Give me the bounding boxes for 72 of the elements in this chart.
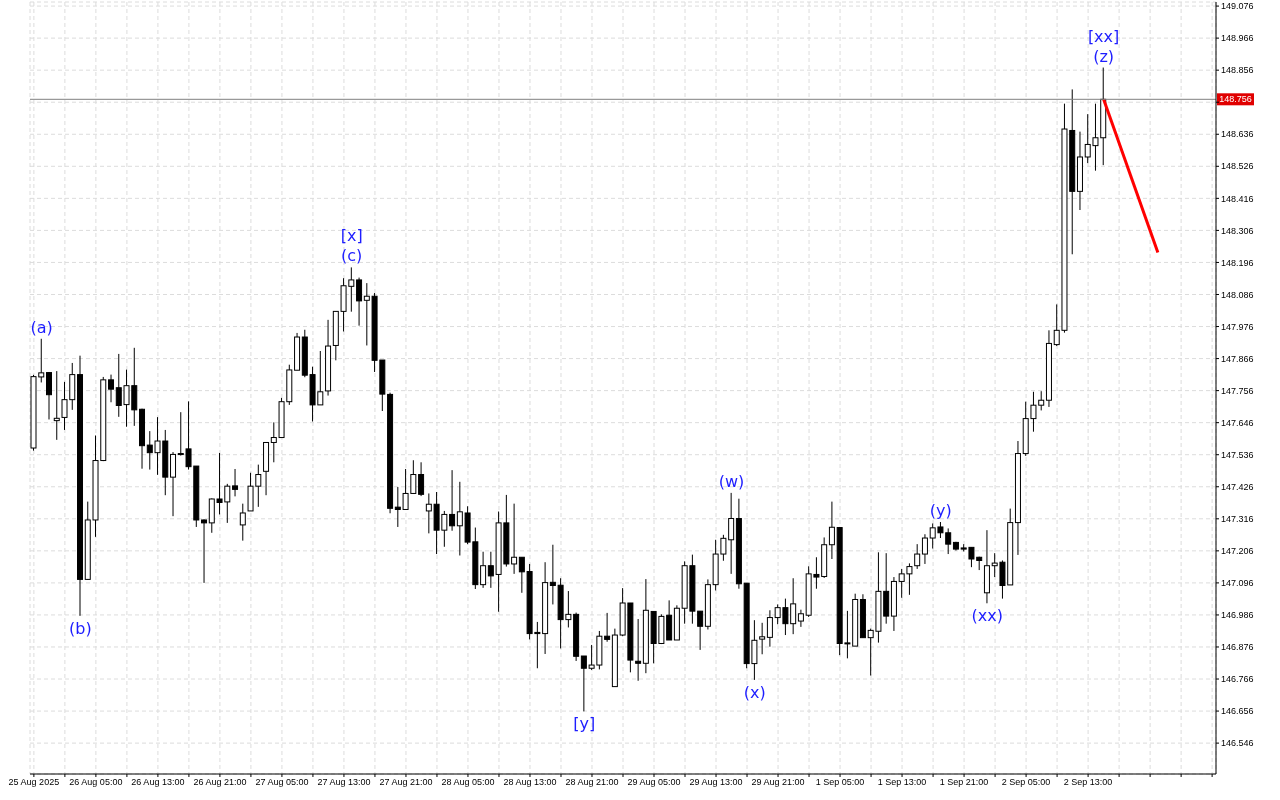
- candlestick: [921, 533, 928, 565]
- annotation: [y]: [573, 714, 596, 734]
- candlestick: [170, 451, 177, 517]
- ref-line-label: 148.756: [1219, 94, 1252, 105]
- annotation: (b): [69, 618, 92, 638]
- y-tick-label: 147.646: [1221, 417, 1254, 428]
- annotation: (y): [929, 501, 952, 521]
- x-tick-label: 29 Aug 13:00: [689, 777, 743, 788]
- y-tick-label: 148.306: [1221, 225, 1254, 236]
- x-tick-label: 28 Aug 13:00: [503, 777, 557, 788]
- y-tick-label: 148.196: [1221, 257, 1254, 268]
- candlestick: [449, 469, 456, 532]
- y-tick-label: 146.986: [1221, 610, 1254, 621]
- annotation: [xx]: [1087, 26, 1120, 46]
- y-tick-label: 148.966: [1221, 33, 1254, 44]
- y-tick-label: 148.526: [1221, 161, 1254, 172]
- candlestick: [766, 609, 773, 648]
- y-tick-label: 148.086: [1221, 289, 1254, 300]
- x-tick-label: 1 Sep 13:00: [877, 777, 927, 788]
- candlestick: [511, 503, 518, 575]
- x-tick-label: 1 Sep 05:00: [815, 777, 865, 788]
- candlestick: [356, 277, 363, 327]
- x-tick-label: 26 Aug 05:00: [69, 777, 123, 788]
- annotation: [x]: [340, 226, 363, 246]
- y-tick-label: 146.546: [1221, 738, 1254, 749]
- x-tick-label: 29 Aug 21:00: [751, 777, 805, 788]
- y-tick-label: 148.416: [1221, 193, 1254, 204]
- annotation: (x): [743, 682, 766, 702]
- y-tick-label: 147.096: [1221, 578, 1254, 589]
- x-tick-label: 2 Sep 13:00: [1063, 777, 1113, 788]
- candlestick: [239, 503, 246, 542]
- x-tick-label: 25 Aug 2025: [8, 777, 60, 788]
- y-tick-label: 149.076: [1221, 1, 1254, 12]
- y-tick-label: 146.656: [1221, 706, 1254, 717]
- y-tick-label: 147.756: [1221, 385, 1254, 396]
- x-tick-label: 2 Sep 05:00: [1001, 777, 1051, 788]
- x-tick-label: 28 Aug 05:00: [441, 777, 495, 788]
- x-tick-label: 27 Aug 05:00: [255, 777, 309, 788]
- candlestick: [108, 374, 115, 403]
- x-tick-label: 26 Aug 13:00: [131, 777, 185, 788]
- candlestick: [828, 501, 835, 560]
- x-tick-label: 26 Aug 21:00: [193, 777, 247, 788]
- candlestick: [418, 461, 425, 497]
- y-tick-label: 146.876: [1221, 642, 1254, 653]
- x-tick-label: 27 Aug 21:00: [379, 777, 433, 788]
- x-tick-label: 1 Sep 21:00: [939, 777, 989, 788]
- y-tick-label: 148.856: [1221, 65, 1254, 76]
- candlestick: [53, 370, 60, 441]
- annotation: (c): [341, 246, 363, 266]
- candlestick: [480, 551, 487, 589]
- annotation: (w): [718, 471, 745, 491]
- y-tick-label: 147.316: [1221, 514, 1254, 524]
- y-tick-label: 147.866: [1221, 353, 1254, 364]
- y-tick-label: 147.206: [1221, 546, 1254, 557]
- candlestick: [635, 618, 642, 682]
- x-tick-label: 27 Aug 13:00: [317, 777, 371, 788]
- y-tick-label: 148.636: [1221, 129, 1254, 140]
- candlestick: [201, 518, 208, 584]
- y-tick-label: 146.766: [1221, 674, 1254, 685]
- x-tick-label: 29 Aug 05:00: [627, 777, 681, 788]
- y-tick-label: 147.536: [1221, 449, 1254, 460]
- y-tick-label: 147.976: [1221, 321, 1254, 332]
- candlestick: [914, 543, 921, 570]
- candlestick: [232, 468, 239, 497]
- candlestick: [797, 609, 804, 628]
- x-tick-label: 28 Aug 21:00: [565, 777, 619, 788]
- candlestick: [46, 371, 52, 420]
- annotation: (xx): [971, 606, 1004, 626]
- annotation: (a): [30, 317, 53, 337]
- candlestick: [759, 622, 766, 655]
- annotation: (z): [1093, 46, 1115, 66]
- y-tick-label: 147.426: [1221, 481, 1254, 492]
